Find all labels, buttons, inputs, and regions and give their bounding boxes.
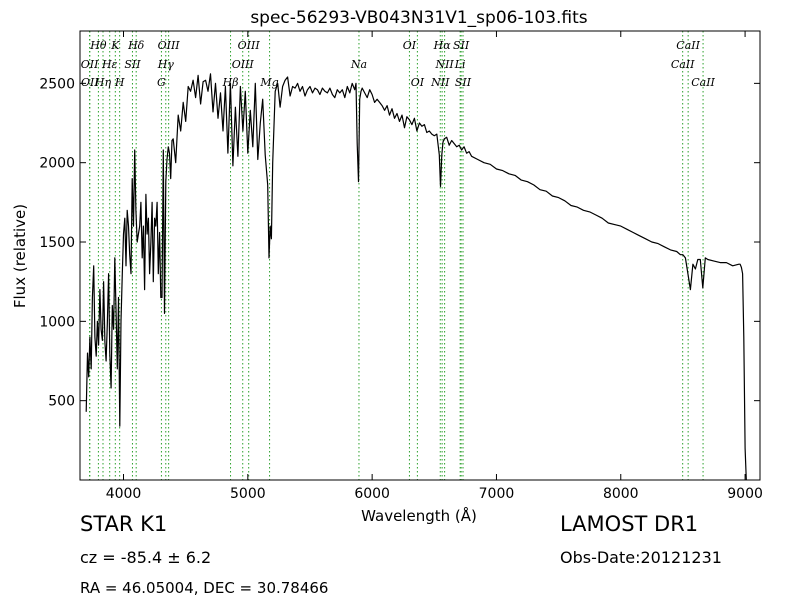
y-tick-label: 500: [48, 394, 75, 410]
x-tick-label: 5000: [230, 486, 266, 502]
line-marker-label: OI: [411, 76, 425, 89]
line-marker-label: CaII: [671, 58, 695, 71]
line-marker-label: CaII: [691, 76, 715, 89]
line-marker-label: G: [157, 76, 166, 89]
redshift-value: cz = -85.4 ± 6.2: [80, 548, 212, 567]
x-tick-label: 9000: [727, 486, 763, 502]
line-marker-label: H: [114, 76, 125, 89]
y-tick-label: 1000: [39, 314, 75, 330]
x-tick-label: 4000: [106, 486, 142, 502]
y-axis-label: Flux (relative): [11, 204, 29, 308]
x-tick-label: 7000: [479, 486, 515, 502]
line-marker-label: Hη: [94, 76, 112, 89]
y-axis-ticks: 500 1000 1500 2000 2500: [39, 76, 760, 410]
line-marker-label: Na: [350, 58, 367, 71]
line-marker-label: Mg: [259, 76, 278, 89]
line-marker-label: OI: [403, 39, 417, 52]
line-marker-label: Li: [454, 58, 466, 71]
emission-line-markers: [89, 31, 704, 480]
x-tick-label: 8000: [603, 486, 639, 502]
line-marker-label: Hγ: [157, 58, 175, 71]
line-marker-label: SII: [453, 39, 470, 52]
chart-title: spec-56293-VB043N31V1_sp06-103.fits: [250, 8, 587, 28]
object-class: STAR K1: [80, 512, 168, 536]
line-marker-label: OIII: [232, 58, 255, 71]
line-marker-label: OIII: [238, 39, 261, 52]
x-axis-label: Wavelength (Å): [361, 506, 477, 525]
line-marker-label: CaII: [676, 39, 700, 52]
observation-date: Obs-Date:20121231: [560, 548, 722, 567]
survey-name: LAMOST DR1: [560, 512, 699, 536]
line-marker-label: NII: [434, 58, 454, 71]
line-marker-label: Hθ: [89, 39, 107, 52]
line-marker-label: OII: [81, 58, 99, 71]
sky-coordinates: RA = 46.05004, DEC = 30.78466: [80, 579, 329, 597]
line-marker-label: Hε: [101, 58, 118, 71]
line-marker-label: Hα: [433, 39, 452, 52]
plot-frame: [79, 30, 761, 481]
line-marker-label: SII: [124, 58, 141, 71]
y-tick-label: 1500: [39, 235, 75, 251]
line-marker-label: K: [110, 39, 120, 52]
x-tick-label: 6000: [354, 486, 390, 502]
line-marker-label: Hδ: [127, 39, 145, 52]
line-marker-label: SII: [455, 76, 472, 89]
y-tick-label: 2000: [39, 156, 75, 172]
emission-line-labels: OII OII Hθ Hη Hε K SII H Hδ Hγ G OIII Hβ OIII OIII Mg Na…: [81, 39, 716, 89]
line-marker-label: OII: [81, 76, 99, 89]
y-tick-label: 2500: [39, 76, 75, 92]
line-marker-label: Hβ: [222, 76, 239, 89]
line-marker-label: NII: [430, 76, 450, 89]
line-marker-label: OIII: [158, 39, 181, 52]
spectrum-line: [85, 73, 747, 481]
x-axis-ticks: 4000 5000 6000 7000 8000 9000: [106, 31, 763, 502]
